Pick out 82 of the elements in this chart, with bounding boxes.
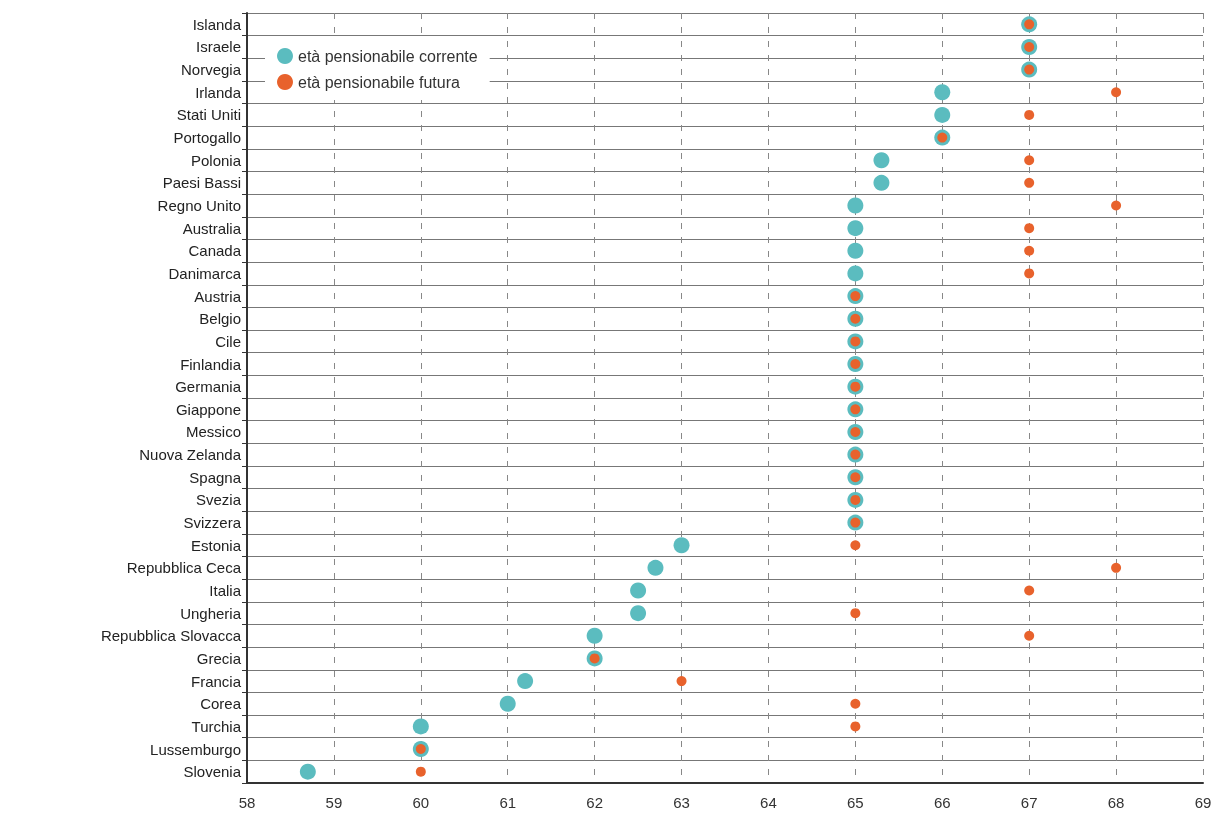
y-tick-label: Belgio	[199, 310, 241, 328]
point	[412, 718, 429, 735]
y-tick-label: Estonia	[190, 536, 242, 554]
point	[630, 582, 647, 599]
point	[847, 197, 864, 214]
y-tick-label: Svezia	[195, 491, 242, 509]
point	[850, 721, 861, 732]
point	[415, 766, 426, 777]
y-tick-label: Islanda	[192, 15, 242, 33]
y-tick-label: Danimarca	[168, 264, 242, 282]
point	[630, 605, 647, 622]
point	[847, 265, 864, 282]
y-tick-label: Finlandia	[180, 355, 242, 373]
y-tick-label: Spagna	[189, 468, 242, 486]
point	[850, 540, 861, 551]
y-tick-label: Messico	[185, 423, 241, 441]
y-tick-label: Norvegia	[180, 61, 242, 79]
y-tick-label: Irlanda	[195, 83, 242, 101]
point	[934, 106, 951, 123]
y-tick-label: Grecia	[196, 649, 242, 667]
y-tick-label: Giappone	[175, 400, 241, 418]
y-tick-label: Italia	[209, 582, 242, 599]
y-tick-label: Germania	[175, 378, 242, 396]
y-tick-label: Turchia	[191, 717, 242, 735]
point	[647, 559, 664, 576]
point	[1024, 630, 1035, 641]
point	[676, 676, 687, 687]
legend-label: età pensionabile futura	[298, 73, 460, 91]
y-tick-label: Polonia	[190, 151, 242, 169]
x-tick-label: 67	[1020, 794, 1038, 811]
point	[847, 220, 864, 237]
point	[1024, 245, 1035, 256]
point	[1024, 109, 1035, 120]
point	[1024, 177, 1035, 188]
point	[850, 698, 861, 709]
point	[873, 174, 890, 191]
y-tick-label: Israele	[195, 38, 241, 56]
x-tick-label: 58	[238, 794, 256, 811]
x-tick-label: 60	[412, 794, 430, 811]
point	[499, 695, 516, 712]
y-tick-label: Canada	[188, 242, 242, 260]
point	[299, 763, 316, 780]
x-tick-label: 64	[760, 794, 777, 811]
x-tick-label: 62	[586, 794, 603, 811]
point	[847, 242, 864, 259]
point	[1111, 562, 1122, 573]
point	[673, 537, 690, 554]
y-tick-label: Repubblica Slovacca	[100, 627, 242, 645]
y-tick-label: Ungheria	[180, 604, 242, 622]
y-tick-label: Corea	[200, 695, 242, 713]
y-tick-label: Lussemburgo	[150, 740, 241, 758]
x-tick-label: 63	[673, 794, 690, 811]
x-tick-label: 59	[325, 794, 343, 811]
y-tick-label: Regno Unito	[157, 197, 241, 214]
y-tick-label: Nuova Zelanda	[139, 446, 242, 464]
point	[1111, 200, 1122, 211]
point	[1111, 87, 1122, 98]
point	[850, 608, 861, 619]
y-tick-label: Portogallo	[173, 129, 241, 147]
y-tick-label: Paesi Bassi	[162, 174, 241, 192]
point	[1024, 268, 1035, 279]
point	[517, 673, 534, 690]
x-tick-label: 61	[499, 794, 517, 811]
point	[1024, 155, 1035, 166]
y-tick-label: Slovenia	[183, 763, 242, 781]
y-tick-label: Svizzera	[183, 514, 242, 532]
point	[1024, 223, 1035, 234]
point	[934, 84, 951, 101]
y-tick-label: Francia	[190, 672, 242, 690]
y-tick-label: Australia	[182, 219, 242, 237]
y-tick-label: Repubblica Ceca	[126, 559, 242, 577]
x-tick-label: 69	[1194, 794, 1212, 811]
x-tick-label: 65	[847, 794, 864, 811]
point	[586, 627, 603, 644]
x-tick-label: 68	[1107, 794, 1125, 811]
x-tick-label: 66	[933, 794, 951, 811]
y-tick-label: Cile	[215, 332, 241, 350]
legend-label: età pensionabile corrente	[298, 47, 478, 65]
y-tick-label: Austria	[194, 287, 242, 305]
point	[1024, 585, 1035, 596]
y-tick-label: Stati Uniti	[176, 106, 241, 124]
point	[873, 152, 890, 169]
